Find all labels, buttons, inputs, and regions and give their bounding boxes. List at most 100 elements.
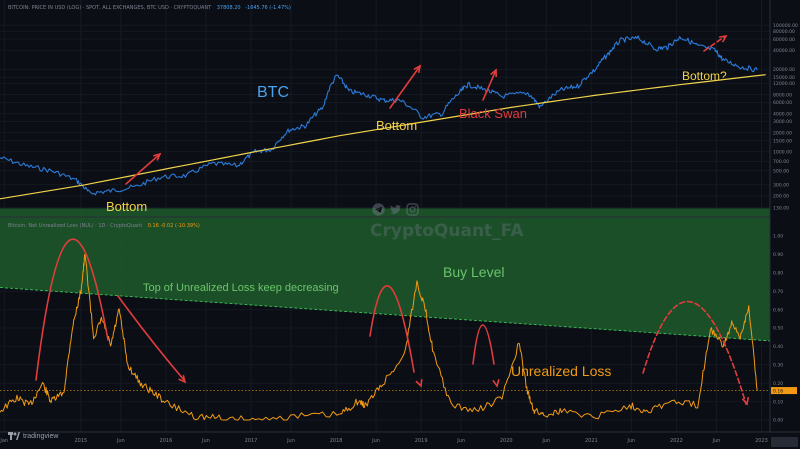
- y-tick-label: 80000.00: [773, 29, 795, 35]
- x-tick-label: 2016: [160, 438, 173, 444]
- y-tick-label: 1.00: [773, 234, 783, 240]
- annotation-bottom-2015: Bottom: [106, 199, 148, 214]
- bottom-pane-value: 0.16 -0.02 (-10.39%): [147, 223, 200, 229]
- y-tick-label: 0.00: [773, 418, 783, 424]
- trend-line: [0, 74, 766, 200]
- y-tick-label: 100000.00: [773, 23, 798, 29]
- arrow-up-2020: [482, 69, 497, 101]
- top-pane-change: -1645.76 (-1.47%): [245, 5, 291, 11]
- axis-labels: Jan 2015 Jun 2016 Jun 2017 Jun 2018 Jun 2019 Jun 20…: [0, 23, 798, 444]
- y-tick-label: 0.10: [773, 399, 783, 405]
- y-tick-label: 20000.00: [773, 67, 795, 73]
- arc-2015-decline: [117, 295, 185, 381]
- x-tick-label: Jun: [116, 438, 125, 444]
- arrowhead-up-2015: [153, 152, 162, 161]
- unrealized-loss-line: [0, 253, 758, 421]
- x-tick-label: 2020: [500, 438, 513, 444]
- y-tick-label: 0.16: [773, 388, 783, 394]
- x-tick-label: Jun: [626, 438, 635, 444]
- x-tick-label: 2018: [330, 438, 343, 444]
- top-pane-value: 37808.20: [216, 5, 241, 11]
- y-tick-label: 0.60: [773, 307, 783, 313]
- y-tick-label: 700.00: [773, 159, 789, 165]
- y-tick-label: 0.80: [773, 271, 783, 277]
- y-tick-label: 130.00: [773, 205, 789, 211]
- y-tick-label: 1000.00: [773, 149, 792, 155]
- y-tick-label: 3000.00: [773, 119, 792, 125]
- x-tick-label: Jun: [456, 438, 465, 444]
- annotation-bottom-2018: Bottom: [376, 118, 418, 133]
- y-tick-label: 15000.00: [773, 75, 795, 81]
- x-tick-label: Jun: [711, 438, 720, 444]
- y-tick-label: 0.50: [773, 326, 783, 332]
- y-tick-label: 0.40: [773, 344, 783, 350]
- x-tick-label: Jan: [0, 438, 8, 444]
- arc-2020-top: [472, 324, 495, 365]
- top-pane-title: BITCOIN: PRICE IN USD (LOG) · SPOT, ALL …: [8, 5, 291, 11]
- arrowhead-2022-top: [741, 396, 750, 406]
- y-tick-label: 0.20: [773, 381, 783, 387]
- x-tick-label: Jun: [286, 438, 295, 444]
- tradingview-logo[interactable]: tradingview: [8, 432, 58, 440]
- bottom-pane-title: Bitcoin: Net Unrealized Loss (NUL) · 1D …: [8, 223, 200, 229]
- y-tick-label: 8000.00: [773, 92, 792, 98]
- x-tick-label: Jun: [371, 438, 380, 444]
- buy-zone: [0, 208, 771, 342]
- arc-2015-top: [35, 238, 109, 381]
- arrow-up-2015: [125, 153, 161, 185]
- arc-2019-top: [369, 285, 415, 373]
- x-tick-label: 2023: [755, 438, 768, 444]
- watermark: CryptoQuant_FA: [370, 221, 524, 241]
- x-tick-label: 2022: [670, 438, 683, 444]
- social-icons: [372, 201, 419, 216]
- btc-price-line: [0, 35, 758, 196]
- y-tick-label: 1500.00: [773, 138, 792, 144]
- x-tick-label: Jun: [541, 438, 550, 444]
- y-tick-label: 60000.00: [773, 37, 795, 43]
- y-tick-label: 0.30: [773, 363, 783, 369]
- y-tick-label: 6000.00: [773, 100, 792, 106]
- instagram-icon: [406, 201, 419, 216]
- arrowhead-2020-top: [492, 379, 500, 388]
- annotation-unrealized-loss: Unrealized Loss: [511, 363, 612, 379]
- y-tick-label: 200.00: [773, 194, 789, 200]
- y-tick-label: 4000.00: [773, 111, 792, 117]
- logo-text: tradingview: [23, 432, 59, 440]
- arrowhead-up-2018: [413, 64, 422, 74]
- annotation-buy-level: Buy Level: [443, 264, 505, 280]
- y-tick-label: 0.70: [773, 289, 783, 295]
- x-tick-label: Jun: [201, 438, 210, 444]
- current-value-badge: [771, 387, 797, 395]
- arrowhead-up-2020: [490, 68, 498, 78]
- x-tick-label: 2017: [245, 438, 258, 444]
- arrowhead-2019-top: [415, 378, 423, 388]
- x-tick-label: 2015: [74, 438, 87, 444]
- time-scale-button[interactable]: [771, 437, 798, 447]
- x-tick-label: 2019: [415, 438, 428, 444]
- y-tick-label: 40000.00: [773, 48, 795, 54]
- telegram-icon: [372, 201, 385, 216]
- annotation-top-decreasing: Top of Unrealized Loss keep decreasing: [143, 282, 339, 294]
- arc-2022-top: [642, 300, 747, 405]
- arrowhead-up-2022: [718, 34, 728, 43]
- arrowhead-2015-decline: [178, 375, 187, 384]
- y-tick-label: 2000.00: [773, 130, 792, 136]
- arrow-up-2018: [389, 65, 421, 109]
- top-pane-title-text: BITCOIN: PRICE IN USD (LOG) · SPOT, ALL …: [8, 5, 212, 11]
- arrow-up-2022: [703, 36, 725, 52]
- annotation-btc: BTC: [257, 84, 289, 101]
- y-tick-label: 500.00: [773, 168, 789, 174]
- annotation-arrows: [35, 34, 750, 406]
- twitter-icon: [389, 201, 402, 215]
- y-tick-label: 300.00: [773, 183, 789, 189]
- series-layer: [0, 35, 766, 421]
- y-tick-label: 12000.00: [773, 81, 795, 87]
- tradingview-icon: [8, 432, 20, 440]
- annotation-bottom-question: Bottom?: [682, 69, 727, 83]
- buy-zone-area: [0, 208, 770, 341]
- y-tick-label: 0.90: [773, 252, 783, 258]
- bottom-pane-title-text: Bitcoin: Net Unrealized Loss (NUL) · 1D …: [8, 223, 143, 229]
- annotation-black-swan: Black Swan: [459, 106, 527, 121]
- x-tick-label: 2021: [585, 438, 598, 444]
